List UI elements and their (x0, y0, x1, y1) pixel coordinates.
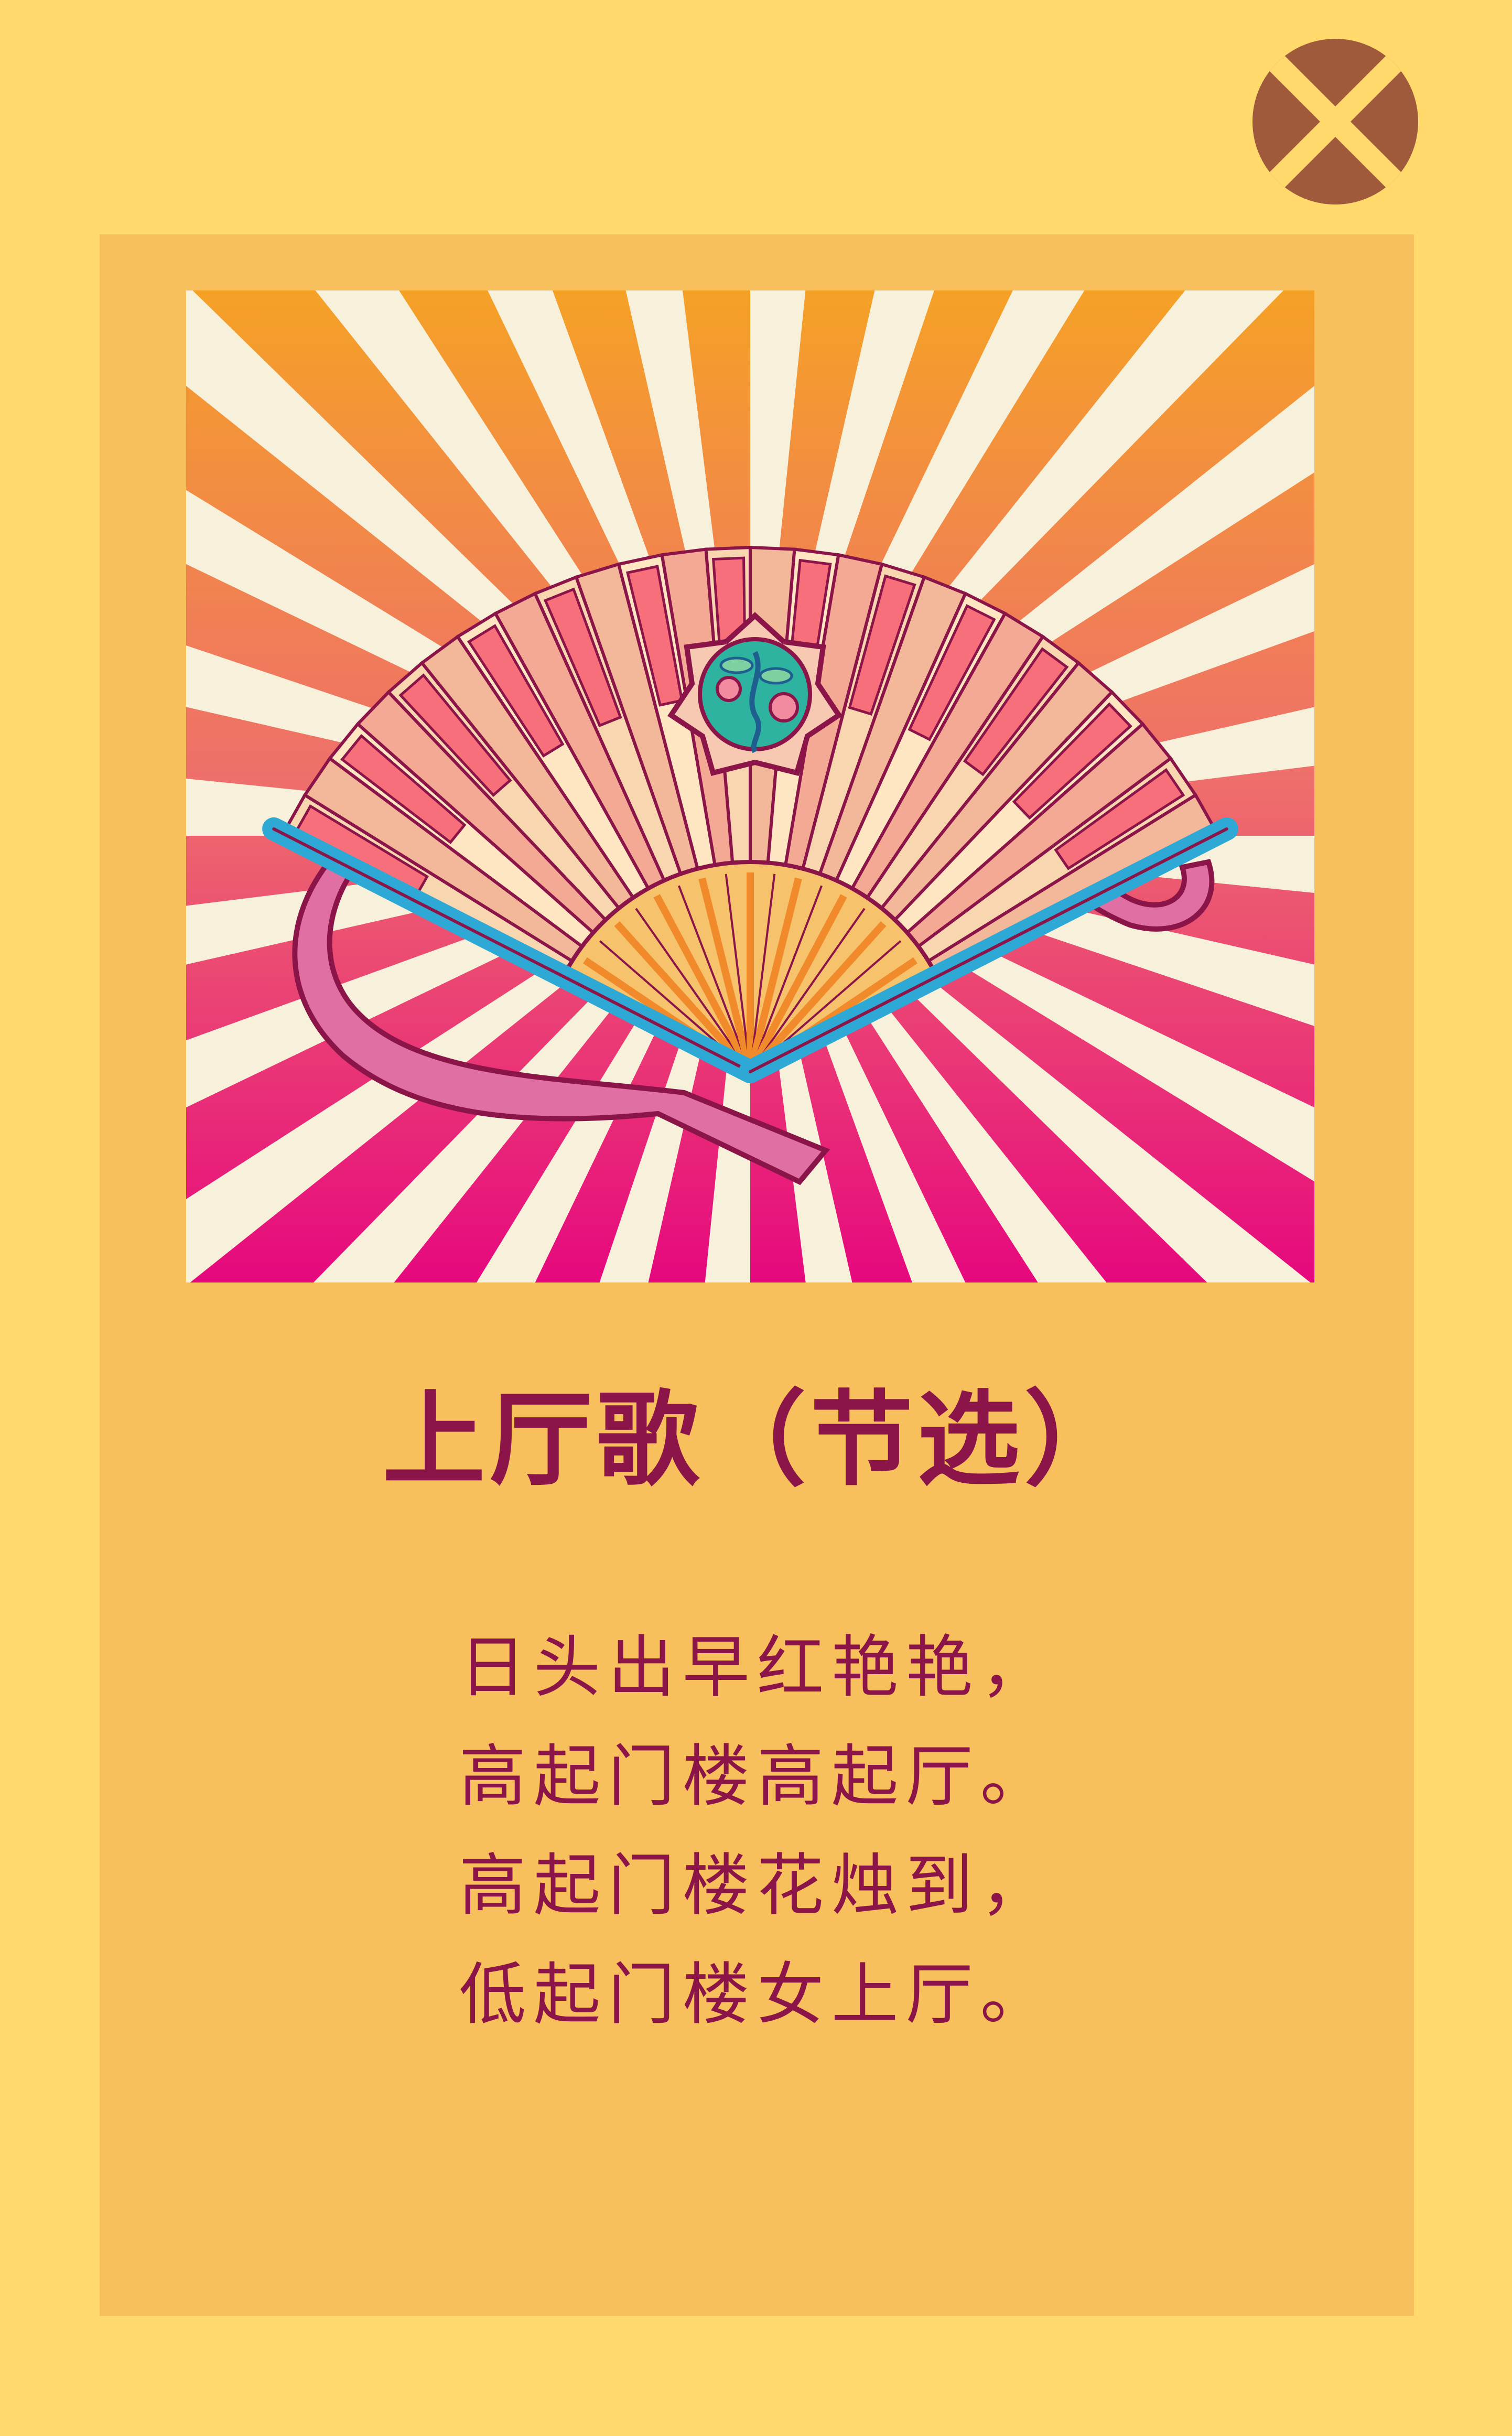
poem-line: 高起门楼高起厅。 (459, 1738, 1055, 1816)
poem-body: 日头出早红艳艳， 高起门楼高起厅。 高起门楼花烛到， 低起门楼女上厅。 (100, 1613, 1414, 2050)
close-button[interactable] (1252, 39, 1418, 204)
poem-card: 上厅歌（节选） 日头出早红艳艳， 高起门楼高起厅。 高起门楼花烛到， 低起门楼女… (100, 234, 1414, 2316)
fan-illustration (186, 290, 1314, 1282)
poem-line: 日头出早红艳艳， (459, 1629, 1055, 1707)
fan-illustration-icon (186, 290, 1314, 1282)
poem-title: 上厅歌（节选） (382, 1381, 1131, 1500)
poem-line: 高起门楼花烛到， (459, 1847, 1055, 1925)
close-icon (1252, 39, 1418, 204)
poem-line: 低起门楼女上厅。 (459, 1956, 1055, 2034)
